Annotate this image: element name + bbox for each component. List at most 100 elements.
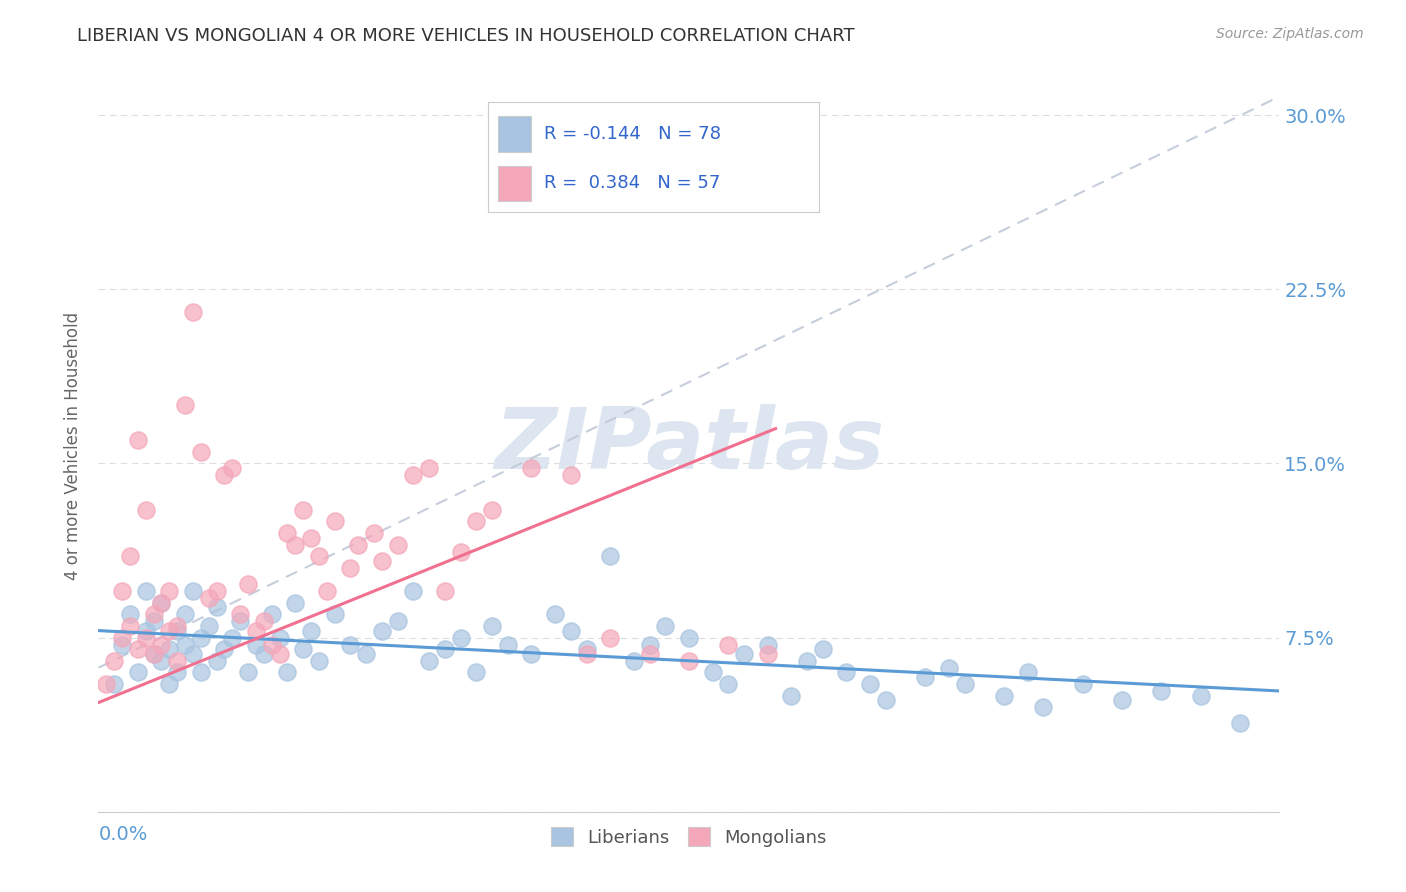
Point [174,638,197,652]
Point [245,624,267,638]
Point [190,445,212,459]
Point [197,591,219,606]
Point [347,538,370,552]
Point [236,665,259,680]
Point [299,624,322,638]
Point [205,600,228,615]
Point [308,549,330,564]
Point [284,596,307,610]
Point [575,647,598,661]
Point [127,433,149,447]
Point [1032,700,1054,714]
Text: LIBERIAN VS MONGOLIAN 4 OR MORE VEHICLES IN HOUSEHOLD CORRELATION CHART: LIBERIAN VS MONGOLIAN 4 OR MORE VEHICLES… [77,27,855,45]
Point [481,619,503,633]
Point [214,642,236,657]
Point [229,615,252,629]
Point [387,538,409,552]
Point [181,584,204,599]
Point [142,615,165,629]
Point [599,631,621,645]
Point [197,619,219,633]
Point [465,665,488,680]
Point [418,654,440,668]
Point [599,549,621,564]
Point [150,654,173,668]
Point [1150,684,1173,698]
Point [354,647,377,661]
Text: 0.0%: 0.0% [98,825,148,844]
Point [174,398,197,412]
Point [103,677,125,691]
Point [96,677,118,691]
Point [702,665,724,680]
Point [150,596,173,610]
Point [323,515,346,529]
Point [717,677,740,691]
Point [174,607,197,622]
Point [953,677,976,691]
Point [914,670,936,684]
Point [253,647,276,661]
Point [796,654,818,668]
Point [284,538,307,552]
Point [811,642,834,657]
Point [269,631,291,645]
Point [135,631,157,645]
Point [520,647,543,661]
Point [157,624,180,638]
Point [339,638,361,652]
Point [717,638,740,652]
Point [363,526,385,541]
Point [214,468,236,483]
Point [780,689,803,703]
Point [402,468,425,483]
Point [465,515,488,529]
Point [181,647,204,661]
Point [111,584,134,599]
Point [103,654,125,668]
Point [221,631,243,645]
Point [560,624,582,638]
Point [118,619,141,633]
Point [323,607,346,622]
Legend: Liberians, Mongolians: Liberians, Mongolians [544,820,834,854]
Point [142,607,165,622]
Point [496,638,519,652]
Point [118,549,141,564]
Point [135,503,157,517]
Point [260,607,283,622]
Point [236,577,259,591]
Point [276,665,298,680]
Point [638,647,661,661]
Point [292,503,315,517]
Point [450,544,472,558]
Point [229,607,252,622]
Point [678,631,700,645]
Point [1229,716,1251,731]
Point [623,654,645,668]
Point [190,631,212,645]
Point [938,661,960,675]
Point [166,665,188,680]
Point [181,305,204,319]
Point [418,461,440,475]
Point [560,468,582,483]
Point [276,526,298,541]
Point [157,677,180,691]
Point [118,607,141,622]
Point [756,647,779,661]
Point [292,642,315,657]
Point [127,665,149,680]
Point [127,642,149,657]
Point [544,607,567,622]
Point [835,665,858,680]
Point [1189,689,1212,703]
Point [190,665,212,680]
Point [1071,677,1094,691]
Point [1111,693,1133,707]
Point [150,596,173,610]
Text: Source: ZipAtlas.com: Source: ZipAtlas.com [1216,27,1364,41]
Point [166,654,188,668]
Point [875,693,897,707]
Point [269,647,291,661]
